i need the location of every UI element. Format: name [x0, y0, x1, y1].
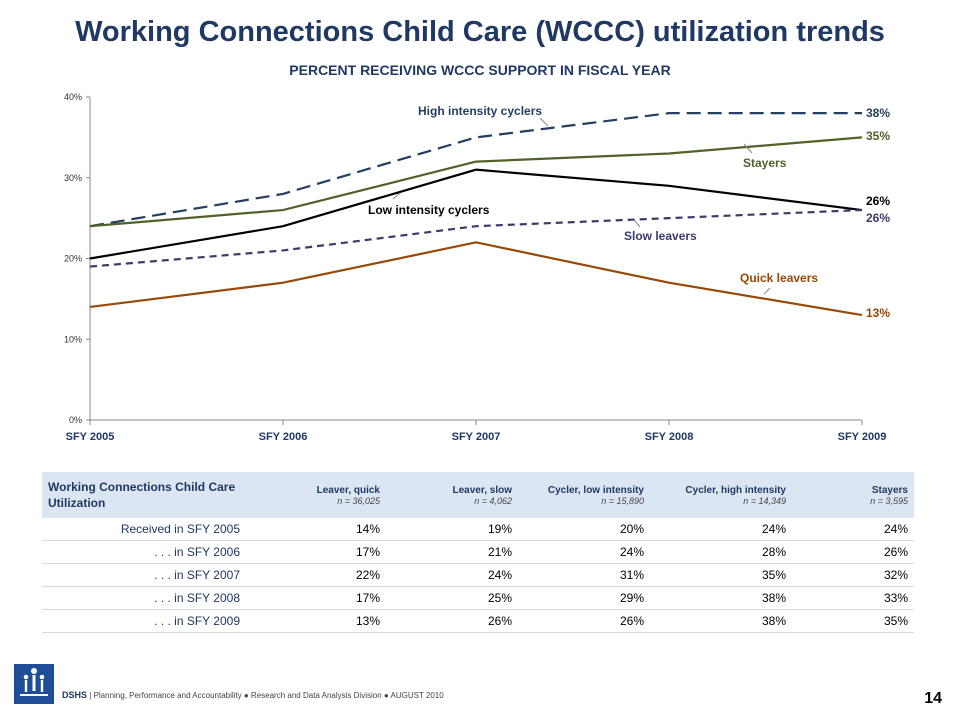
series-end-label: 35%: [866, 129, 890, 143]
table-column-header: Cycler, high intensity n = 14,349: [650, 472, 792, 518]
row-label: Received in SFY 2005: [42, 518, 254, 541]
row-label: . . . in SFY 2006: [42, 540, 254, 564]
table-cell: 29%: [518, 586, 650, 610]
column-label: Leaver, quick: [316, 484, 380, 496]
column-n: n = 14,349: [743, 495, 786, 506]
column-label: Stayers: [871, 484, 908, 496]
series-line: [89, 112, 862, 228]
series-end-label: 26%: [866, 211, 890, 225]
column-n: n = 4,062: [474, 495, 512, 506]
table-cell: 13%: [254, 609, 386, 633]
series-line: [89, 241, 863, 317]
table-title: Working Connections Child Care Utilizati…: [42, 472, 254, 518]
table-cell: 33%: [792, 586, 914, 610]
table-cell: 32%: [792, 563, 914, 587]
table-cell: 24%: [386, 563, 518, 587]
column-label: Cycler, low intensity: [547, 484, 644, 496]
row-label: . . . in SFY 2009: [42, 609, 254, 633]
dshs-logo: [14, 664, 54, 704]
y-tick-label: 10%: [64, 334, 82, 344]
x-tick-label: SFY 2005: [66, 431, 115, 443]
table-cell: 14%: [254, 518, 386, 541]
table-cell: 24%: [650, 518, 792, 541]
table-cell: 25%: [386, 586, 518, 610]
series-line: [89, 168, 863, 260]
utilization-table-wrap: Working Connections Child Care Utilizati…: [42, 472, 914, 633]
footer-divider: |: [89, 691, 94, 700]
series-name-label: Slow leavers: [624, 229, 697, 243]
table-cell: 24%: [792, 518, 914, 541]
column-label: Cycler, high intensity: [685, 484, 786, 496]
leader-line: [743, 143, 753, 154]
footer: DSHS | Planning, Performance and Account…: [62, 690, 444, 700]
dshs-logo-icon: [20, 668, 48, 696]
leader-line: [392, 192, 401, 200]
table-cell: 35%: [650, 563, 792, 587]
leader-line: [633, 219, 641, 228]
x-tick-label: SFY 2006: [259, 431, 308, 443]
table-cell: 22%: [254, 563, 386, 587]
row-label: . . . in SFY 2008: [42, 586, 254, 610]
series-name-label: Stayers: [743, 156, 787, 170]
y-tick-label: 20%: [64, 254, 82, 264]
y-tick-label: 40%: [64, 92, 82, 102]
table-cell: 28%: [650, 540, 792, 564]
table-row: . . . in SFY 2009 13% 26% 26% 38% 35%: [42, 609, 914, 633]
line-chart: 0% 10% 20% 30% 40% SFY 2005 SFY 2006 SFY 2007 SF…: [64, 92, 890, 443]
table-cell: 26%: [792, 540, 914, 564]
y-tick-label: 0%: [69, 415, 82, 425]
x-tick-label: SFY 2008: [645, 431, 694, 443]
row-label: . . . in SFY 2007: [42, 563, 254, 587]
column-n: n = 3,595: [870, 495, 908, 506]
chart-subtitle: PERCENT RECEIVING WCCC SUPPORT IN FISCAL…: [289, 62, 671, 78]
column-label: Leaver, slow: [452, 484, 512, 496]
table-row: Received in SFY 2005 14% 19% 20% 24% 24%: [42, 518, 914, 541]
series-line: [89, 208, 863, 268]
table-cell: 24%: [518, 540, 650, 564]
table-cell: 17%: [254, 586, 386, 610]
table-cell: 17%: [254, 540, 386, 564]
table-cell: 38%: [650, 586, 792, 610]
series-end-label: 13%: [866, 306, 890, 320]
page-title: Working Connections Child Care (WCCC) ut…: [75, 16, 885, 48]
x-tick-label: SFY 2009: [838, 431, 887, 443]
table-column-header: Stayers n = 3,595: [792, 472, 914, 518]
utilization-table: Working Connections Child Care Utilizati…: [42, 472, 914, 633]
series-end-label: 38%: [866, 106, 890, 120]
table-row: . . . in SFY 2008 17% 25% 29% 38% 33%: [42, 586, 914, 610]
table-row: . . . in SFY 2007 22% 24% 31% 35% 32%: [42, 563, 914, 587]
series-name-label: Quick leavers: [740, 271, 818, 285]
table-cell: 26%: [386, 609, 518, 633]
leader-line: [539, 117, 549, 127]
table-column-header: Leaver, quick n = 36,025: [254, 472, 386, 518]
table-cell: 19%: [386, 518, 518, 541]
table-cell: 31%: [518, 563, 650, 587]
table-cell: 35%: [792, 609, 914, 633]
y-tick-label: 30%: [64, 173, 82, 183]
series-line: [89, 136, 863, 228]
column-n: n = 15,890: [601, 495, 644, 506]
table-cell: 21%: [386, 540, 518, 564]
table-row: . . . in SFY 2006 17% 21% 24% 28% 26%: [42, 540, 914, 564]
table-column-header: Cycler, low intensity n = 15,890: [518, 472, 650, 518]
footer-org: DSHS: [62, 690, 88, 700]
x-tick-label: SFY 2007: [452, 431, 501, 443]
series-end-label: 26%: [866, 194, 890, 208]
table-cell: 38%: [650, 609, 792, 633]
table-cell: 26%: [518, 609, 650, 633]
table-header-row: Working Connections Child Care Utilizati…: [42, 472, 914, 518]
table-cell: 20%: [518, 518, 650, 541]
table-column-header: Leaver, slow n = 4,062: [386, 472, 518, 518]
series-name-label: Low intensity cyclers: [368, 203, 490, 217]
page-number: 14: [924, 690, 942, 707]
series-name-label: High intensity cyclers: [418, 104, 542, 118]
footer-text: Planning, Performance and Accountability…: [93, 691, 444, 700]
leader-line: [763, 287, 771, 295]
column-n: n = 36,025: [337, 495, 380, 506]
